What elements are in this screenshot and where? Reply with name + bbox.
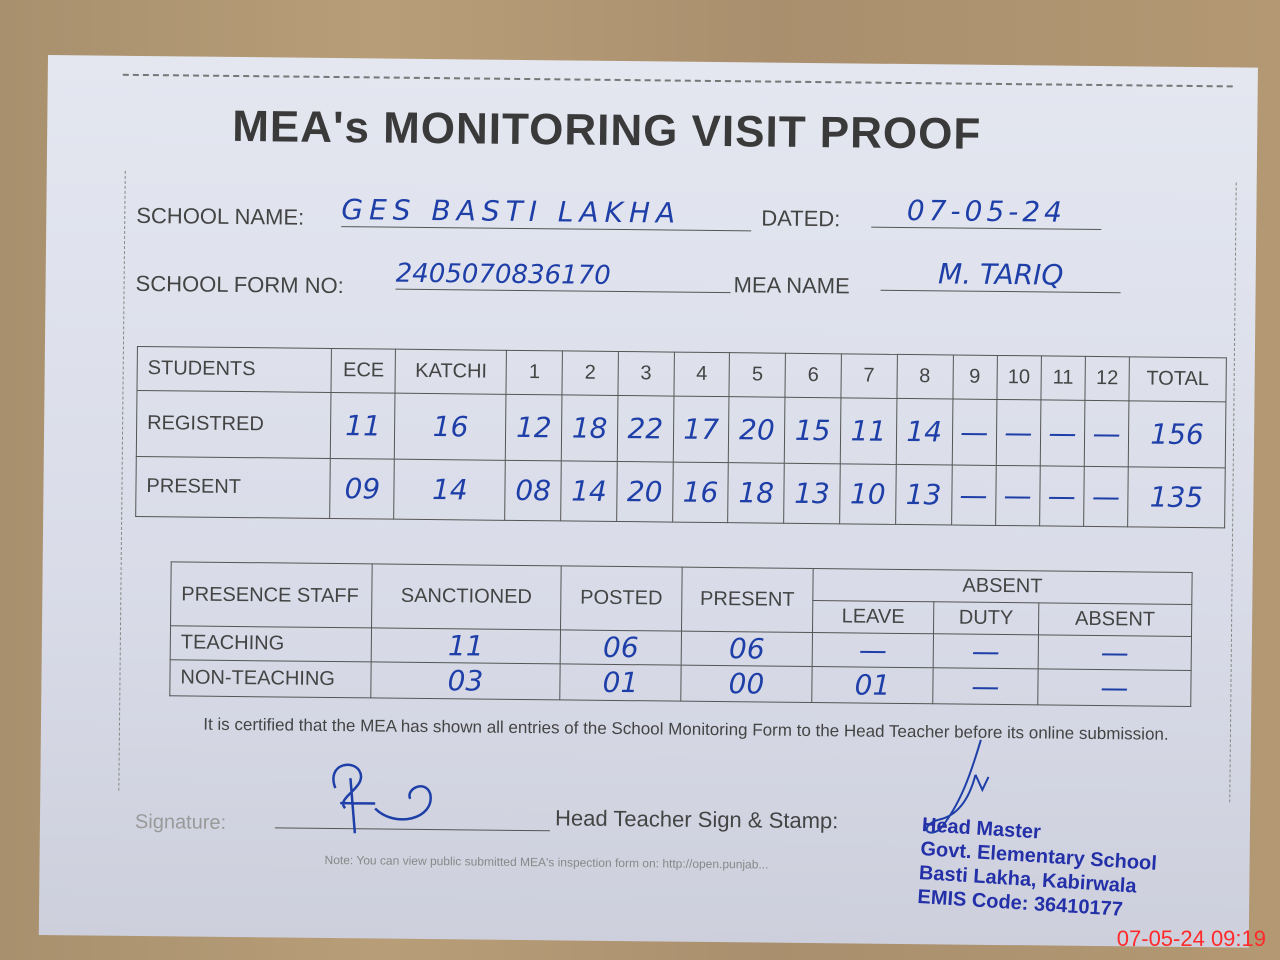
posted-header: POSTED: [560, 565, 683, 632]
absent-sub-header: ABSENT: [1038, 602, 1192, 637]
table-row: PRESENT 09 14 08 14 20 16 18 13 10 13— — — —135: [135, 456, 1226, 528]
student-count-cell: 10: [839, 463, 896, 525]
student-count-cell: 17: [672, 396, 730, 463]
student-count-cell: 09: [330, 458, 395, 520]
form-no-label: SCHOOL FORM NO:: [135, 270, 344, 299]
dated-value: 07-05-24: [871, 193, 1102, 231]
column-header: 10: [996, 355, 1042, 400]
column-header: 12: [1084, 356, 1130, 401]
head-teacher-label: Head Teacher Sign & Stamp:: [554, 805, 839, 834]
student-count-cell: 13: [895, 464, 952, 525]
student-count-cell: 11: [330, 392, 396, 460]
staff-count-cell: 03: [370, 661, 561, 700]
student-count-cell: 18: [561, 394, 618, 462]
column-header: 2: [562, 350, 619, 396]
student-count-cell: 16: [394, 393, 507, 461]
duty-header: DUTY: [933, 601, 1039, 635]
student-count-cell: —: [995, 399, 1041, 466]
head-teacher-signature: [925, 739, 990, 834]
staff-count-cell: —: [812, 632, 934, 668]
student-count-cell: 20: [616, 461, 673, 523]
note-text: Note: You can view public submitted MEA'…: [324, 852, 769, 872]
leave-header: LEAVE: [812, 600, 934, 634]
staff-count-cell: 01: [559, 663, 682, 702]
student-count-cell: 20: [728, 396, 786, 464]
signature-line: [274, 763, 550, 834]
staff-count-cell: —: [1037, 668, 1192, 707]
student-count-cell: 156: [1128, 400, 1226, 468]
form-paper: MEA's MONITORING VISIT PROOF SCHOOL NAME…: [38, 55, 1258, 948]
row-label: REGISTRED: [136, 390, 332, 459]
student-count-cell: —: [1084, 400, 1130, 467]
column-header: 4: [673, 352, 730, 397]
staff-count-cell: 00: [680, 665, 813, 703]
signature-label: Signature:: [134, 810, 227, 834]
student-count-cell: 22: [617, 395, 674, 463]
column-header: 1: [506, 350, 563, 395]
student-count-cell: 16: [672, 462, 729, 523]
staff-count-cell: 06: [681, 631, 813, 667]
form-no-value: 2405070836170: [395, 258, 731, 294]
presence-staff-header: PRESENCE STAFF: [170, 561, 373, 628]
column-header: 5: [729, 352, 786, 398]
mea-signature: [332, 763, 432, 834]
student-count-cell: —: [951, 464, 996, 526]
student-count-cell: 13: [783, 463, 841, 524]
column-header: 7: [840, 353, 898, 399]
mea-name-label: MEA NAME: [733, 272, 850, 299]
student-count-cell: 135: [1127, 466, 1226, 528]
staff-count-cell: —: [1037, 634, 1192, 671]
school-stamp: Head Master Govt. Elementary School Bast…: [917, 813, 1159, 924]
table-row: REGISTRED 11 16 12 18 22 17 20 15 11 14— — — —156: [136, 390, 1226, 468]
students-table: STUDENTS ECE KATCHI 1 2 3 4 5 6 7 8 9 10 11 12 TOTAL RE…: [135, 346, 1227, 528]
dated-label: DATED:: [761, 205, 841, 232]
student-count-cell: 14: [895, 398, 953, 465]
row-label: NON-TEACHING: [169, 659, 372, 698]
student-count-cell: 14: [394, 459, 506, 521]
column-header: ECE: [331, 348, 396, 394]
staff-count-cell: 06: [560, 629, 682, 666]
student-count-cell: 12: [505, 394, 563, 461]
school-name-label: SCHOOL NAME:: [136, 202, 305, 230]
mea-name-value: M. TARIQ: [880, 256, 1121, 294]
column-header: KATCHI: [395, 349, 507, 395]
staff-count-cell: —: [932, 667, 1038, 705]
student-count-cell: 18: [728, 462, 785, 524]
column-header: 6: [785, 353, 842, 398]
student-count-cell: —: [995, 465, 1041, 526]
student-count-cell: 08: [505, 460, 562, 521]
staff-count-cell: 01: [811, 666, 934, 704]
student-count-cell: —: [1039, 465, 1085, 527]
staff-count-cell: 11: [371, 627, 561, 664]
column-header: 8: [896, 354, 953, 399]
student-count-cell: —: [951, 398, 997, 466]
column-header: 3: [617, 351, 675, 397]
staff-table: PRESENCE STAFF SANCTIONED POSTED PRESENT…: [169, 561, 1193, 707]
form-title: MEA's MONITORING VISIT PROOF: [232, 101, 982, 159]
student-count-cell: —: [1040, 399, 1085, 467]
column-header: TOTAL: [1129, 356, 1227, 402]
staff-count-cell: —: [933, 633, 1039, 669]
cut-line: [122, 73, 1233, 88]
student-count-cell: 11: [840, 397, 897, 465]
column-header: 9: [952, 354, 998, 400]
photo-timestamp: 07-05-24 09:19: [1116, 926, 1266, 951]
sanctioned-header: SANCTIONED: [371, 563, 562, 630]
column-header: STUDENTS: [136, 346, 332, 393]
row-label: PRESENT: [135, 456, 331, 519]
absent-header: ABSENT: [812, 568, 1193, 605]
student-count-cell: 14: [560, 460, 618, 522]
row-label: TEACHING: [170, 625, 372, 662]
student-count-cell: —: [1083, 466, 1129, 527]
column-header: 11: [1040, 355, 1086, 401]
student-count-cell: 15: [784, 397, 841, 464]
school-name-value: GES BASTI LAKHA: [341, 193, 752, 232]
present-header: PRESENT: [681, 567, 814, 633]
